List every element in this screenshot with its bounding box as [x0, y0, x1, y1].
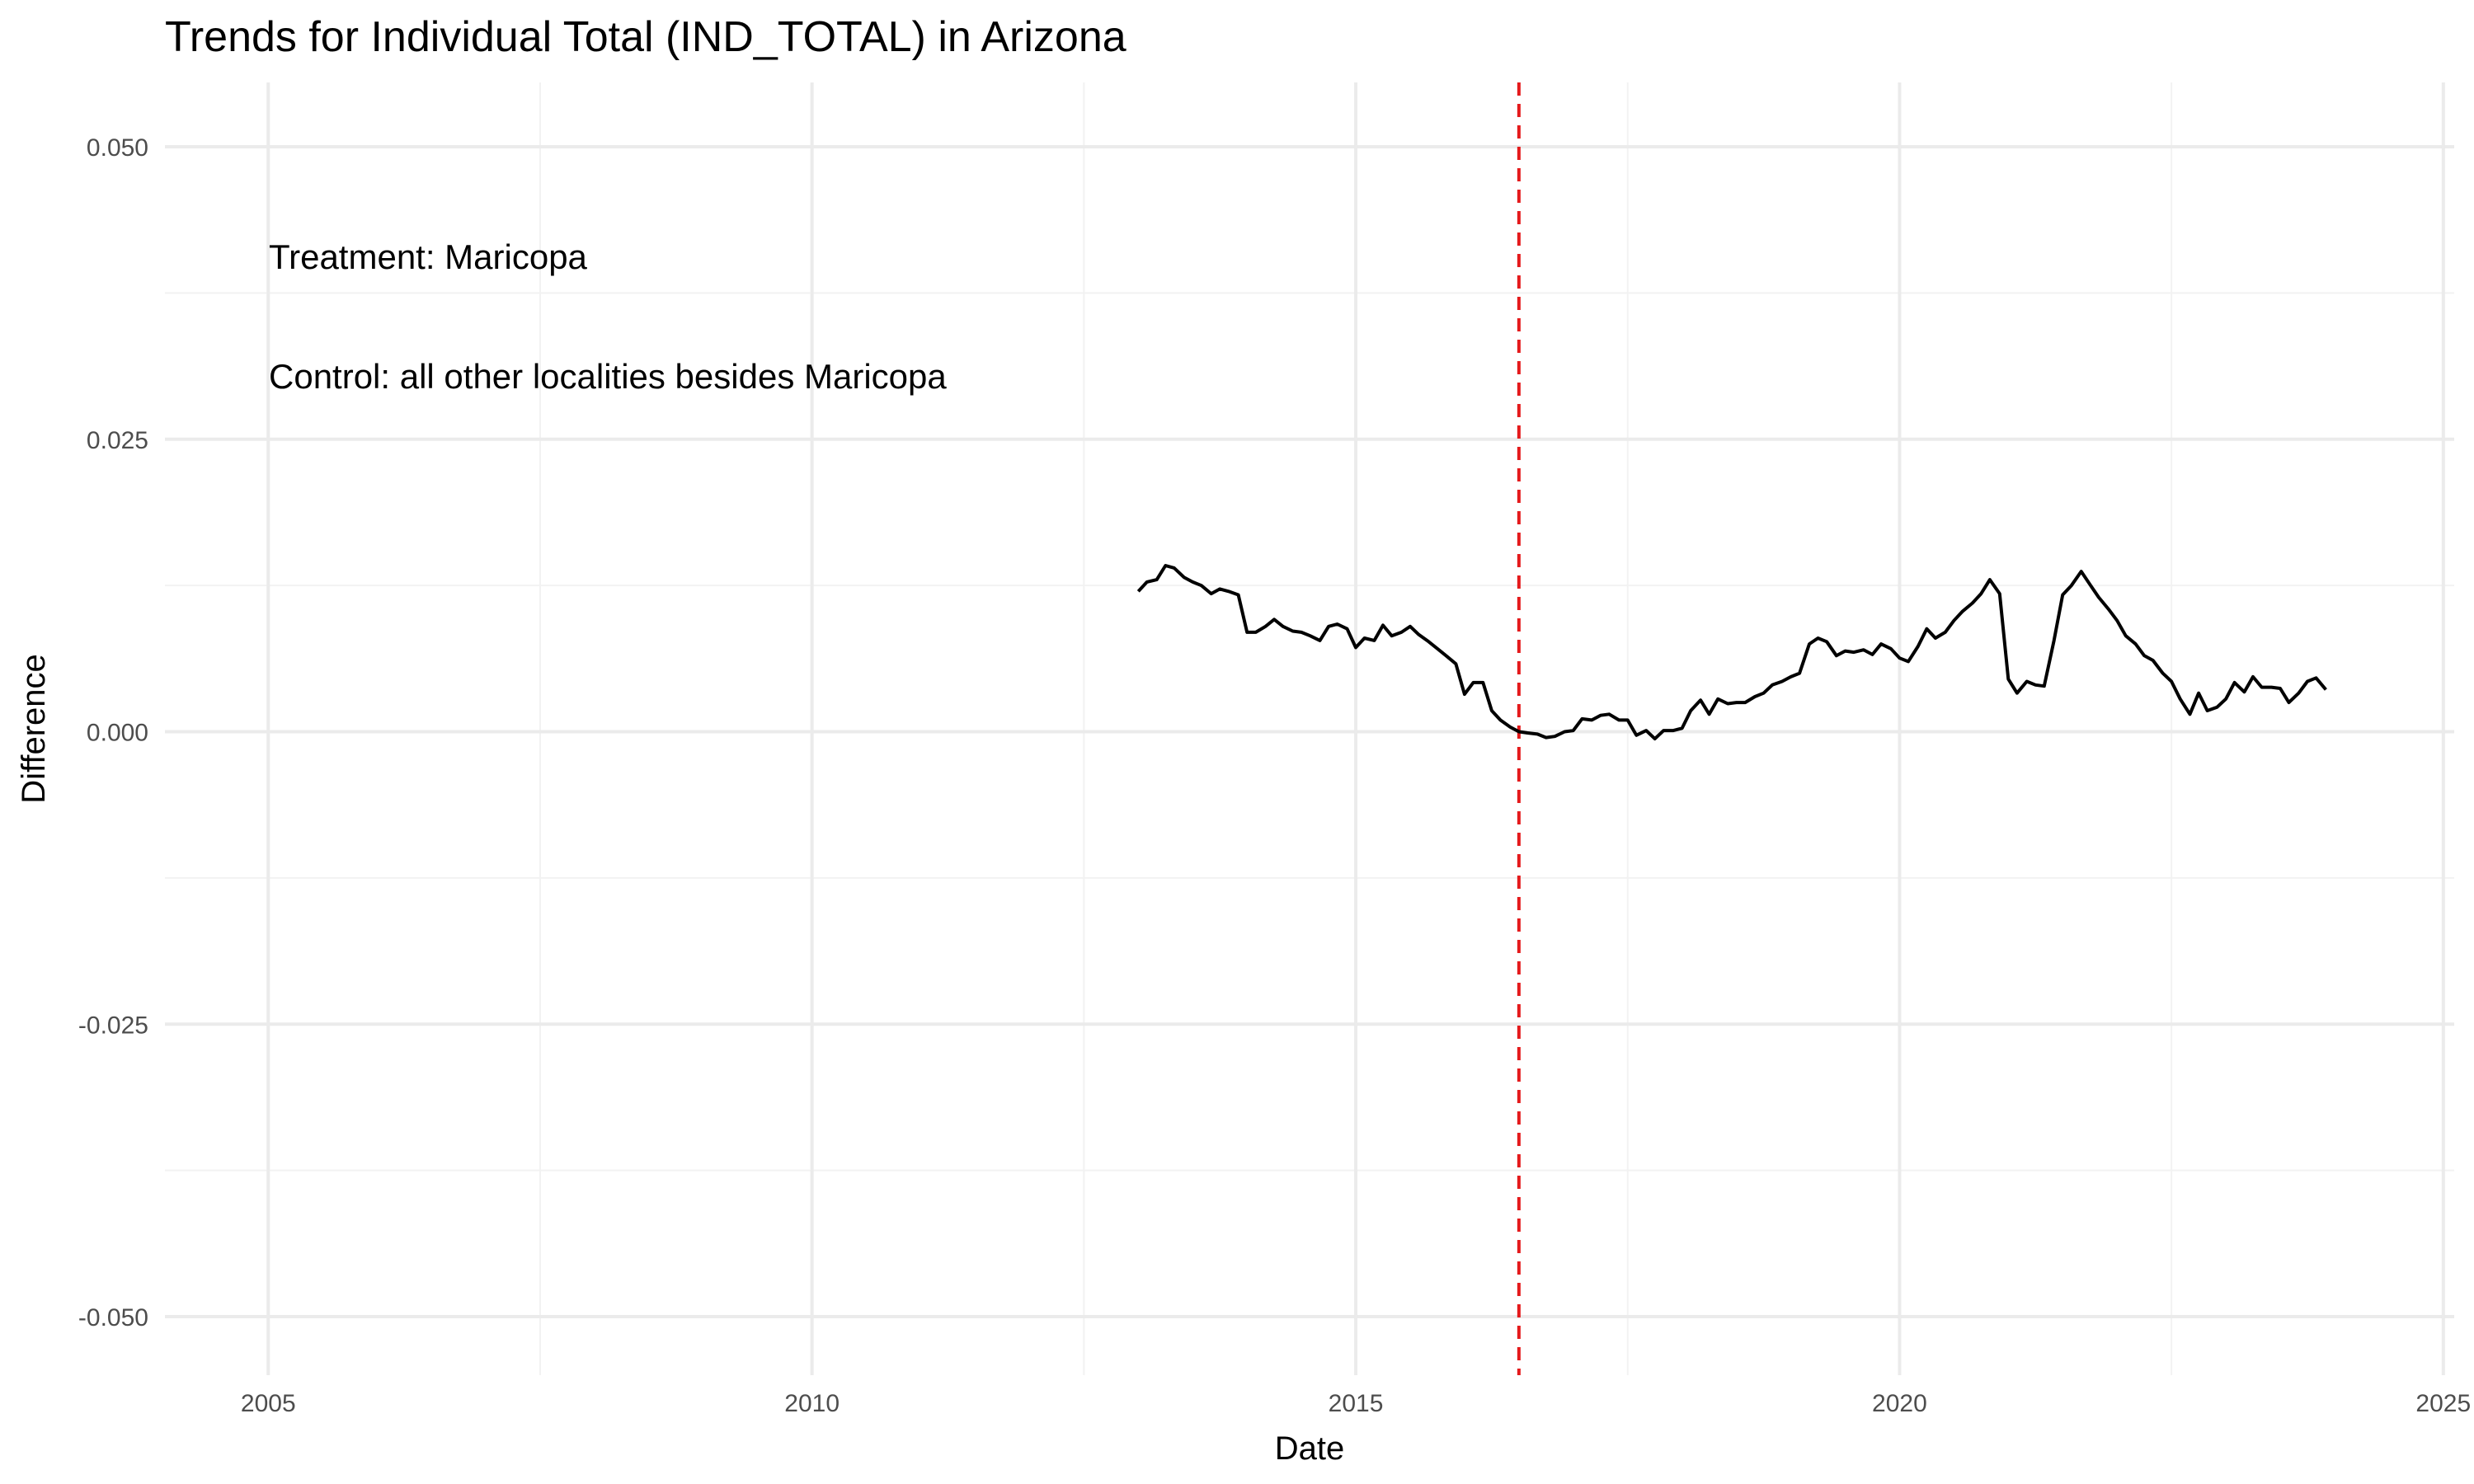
y-tick-label: 0.000 — [87, 720, 148, 747]
chart-title: Trends for Individual Total (IND_TOTAL) … — [165, 13, 1126, 61]
annotation-control: Control: all other localities besides Ma… — [269, 357, 947, 396]
series-layer — [1136, 564, 2327, 741]
annotation-treatment: Treatment: Maricopa — [269, 237, 588, 276]
x-tick-label: 2020 — [1872, 1390, 1927, 1417]
grid — [165, 82, 2454, 1375]
x-axis-title: Date — [1275, 1430, 1345, 1467]
y-axis-title: Difference — [16, 654, 52, 804]
x-tick-labels: 2005 2010 2015 2020 2025 — [241, 1390, 2471, 1417]
y-tick-label: -0.050 — [78, 1304, 148, 1331]
x-tick-label: 2005 — [241, 1390, 296, 1417]
x-tick-label: 2010 — [784, 1390, 840, 1417]
x-tick-label: 2015 — [1329, 1390, 1384, 1417]
x-tick-label: 2025 — [2415, 1390, 2471, 1417]
y-tick-label: -0.025 — [78, 1012, 148, 1039]
y-tick-label: 0.025 — [87, 427, 148, 454]
y-tick-label: 0.050 — [87, 134, 148, 162]
series-line-0 — [1136, 564, 2327, 741]
annotations: Treatment: Maricopa Control: all other l… — [269, 237, 947, 396]
y-tick-labels: 0.050 0.025 0.000 -0.025 -0.050 — [78, 134, 148, 1331]
